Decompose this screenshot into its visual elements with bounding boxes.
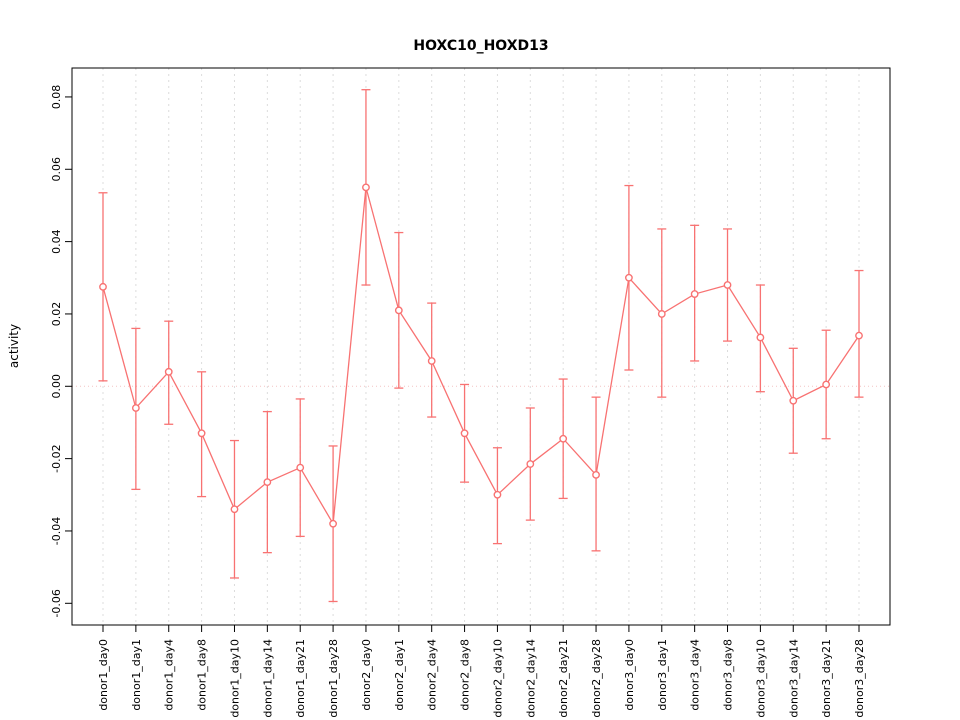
plot-border [71, 67, 891, 626]
data-point [855, 331, 863, 340]
x-tick-label: donor3_day4 [689, 639, 702, 711]
data-point [592, 470, 600, 479]
x-tick-label: donor1_day1 [130, 639, 143, 711]
y-tick-label: -0.02 [50, 444, 63, 472]
data-point [99, 282, 107, 291]
data-point [493, 490, 502, 499]
data-point [263, 478, 272, 487]
x-tick-label: donor3_day10 [754, 639, 767, 718]
data-point [131, 404, 140, 412]
x-tick-label: donor2_day14 [524, 639, 537, 718]
y-tick-label: 0.04 [50, 229, 63, 254]
chart-title: HOXC10_HOXD13 [413, 38, 549, 54]
data-point [230, 505, 239, 514]
y-tick-label: -0.04 [50, 517, 63, 545]
data-point [394, 306, 403, 315]
x-tick-label: donor1_day4 [163, 639, 176, 711]
x-tick-label: donor2_day8 [459, 639, 472, 711]
x-tick-label: donor1_day28 [327, 639, 340, 718]
x-tick-label: donor3_day14 [787, 639, 800, 718]
data-point [559, 434, 568, 443]
y-tick-label: 0.08 [50, 85, 63, 110]
data-point [822, 380, 831, 389]
data-point [789, 396, 798, 405]
x-tick-label: donor1_day21 [294, 639, 307, 718]
data-point [197, 429, 206, 438]
x-tick-label: donor1_day10 [228, 639, 241, 718]
x-tick-label: donor2_day10 [491, 639, 504, 718]
data-point [526, 460, 535, 468]
y-tick-label: 0.06 [50, 157, 63, 182]
data-point [756, 333, 765, 342]
x-tick-label: donor3_day8 [722, 639, 735, 711]
x-tick-label: donor2_day1 [393, 639, 406, 711]
data-point [460, 429, 469, 438]
x-tick-label: donor2_day21 [557, 639, 570, 718]
data-point [362, 183, 370, 192]
data-point [296, 463, 305, 472]
series-line [102, 187, 860, 526]
data-point [657, 310, 666, 318]
x-tick-label: donor2_day28 [590, 639, 603, 718]
y-tick-label: -0.06 [50, 589, 63, 617]
x-tick-label: donor2_day0 [360, 639, 373, 711]
data-point [427, 357, 436, 365]
x-tick-label: donor3_day28 [853, 639, 866, 718]
x-tick-label: donor3_day1 [656, 639, 669, 711]
data-point [164, 367, 173, 376]
data-point [723, 281, 732, 289]
data-point [690, 290, 699, 298]
x-tick-label: donor1_day8 [196, 639, 209, 711]
x-tick-label: donor3_day21 [820, 639, 833, 718]
x-tick-label: donor3_day0 [623, 639, 636, 711]
data-point [625, 273, 633, 282]
data-point [329, 519, 337, 528]
y-tick-label: 0.02 [50, 302, 63, 327]
x-tick-label: donor1_day14 [261, 639, 274, 718]
x-tick-label: donor2_day4 [426, 639, 439, 711]
x-tick-label: donor1_day0 [97, 639, 110, 711]
y-tick-label: 0.00 [50, 374, 63, 399]
